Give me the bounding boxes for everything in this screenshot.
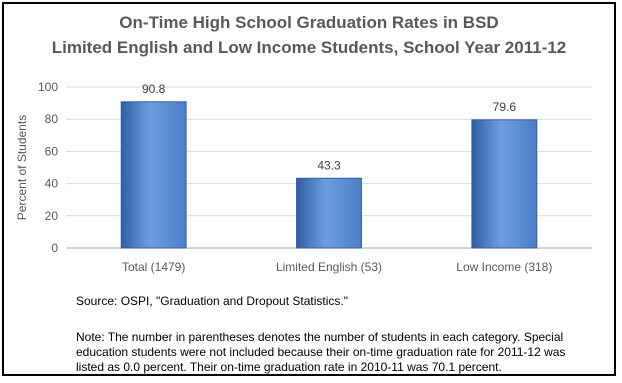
bar [121, 102, 186, 248]
note-line-3: listed as 0.0 percent. Their on-time gra… [76, 360, 502, 374]
data-label: 43.3 [317, 158, 341, 172]
bar [472, 120, 537, 248]
y-tick-label: 80 [45, 112, 59, 126]
y-tick-label: 0 [51, 241, 58, 255]
x-category-label: Low Income (318) [456, 260, 552, 274]
x-category-label: Limited English (53) [276, 260, 382, 274]
y-tick-label: 40 [45, 177, 59, 191]
y-tick-label: 60 [45, 144, 59, 158]
y-tick-label: 100 [38, 80, 58, 94]
source-note: Source: OSPI, "Graduation and Dropout St… [76, 294, 348, 308]
y-tick-label: 20 [45, 209, 59, 223]
note-line-2: education students were not included bec… [76, 345, 565, 359]
x-category-label: Total (1479) [122, 260, 185, 274]
note-line-1: Note: The number in parentheses denotes … [76, 330, 563, 344]
data-label: 79.6 [493, 100, 517, 114]
y-axis-label: Percent of Students [15, 115, 29, 220]
bar [297, 178, 362, 248]
data-label: 90.8 [142, 82, 166, 96]
bar-chart: 0 20 40 60 80 100 Percent of Students 90.8 Total… [0, 0, 622, 290]
